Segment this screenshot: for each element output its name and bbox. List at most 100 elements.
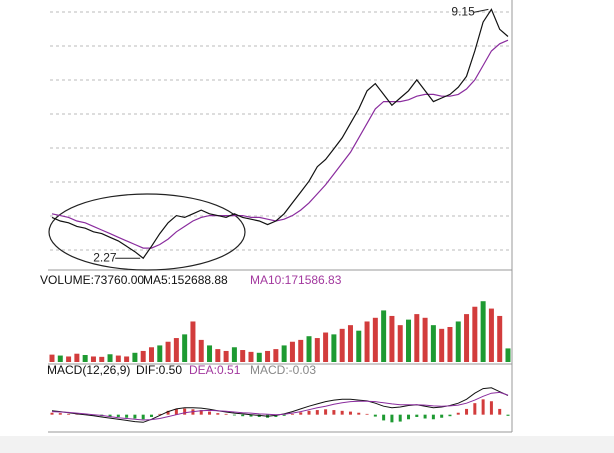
macd-bar [307,410,311,415]
price-grid [50,11,510,251]
volume-bar [347,325,353,362]
macd-bar [50,412,54,415]
macd-bar [299,412,303,415]
volume-bar [497,315,503,362]
volume-bar [248,351,254,362]
macd-bar [174,408,178,415]
macd-bar [348,411,352,415]
volume-bar [455,321,461,362]
macd-bar [290,413,294,415]
volume-bar [339,328,345,362]
volume-bar [182,334,188,362]
macd-bar [431,414,435,420]
volume-bar [165,341,171,362]
volume-bar [488,308,494,362]
volume-bar [215,349,221,362]
dea-line [51,391,509,421]
panel-label: MA5:152688.88 [143,273,228,287]
macd-bar [166,410,170,415]
volume-bar [99,356,105,362]
volume-bar [472,306,478,362]
volume-bar [173,338,179,362]
volume-bar [289,341,295,362]
volume-bar [364,321,370,362]
panel-label: VOLUME:73760.00 [40,273,144,287]
volume-bar [323,332,329,362]
footer [0,436,614,453]
panel-label: MA10:171586.83 [250,273,342,287]
macd-bar [340,410,344,415]
volume-bar [107,354,113,362]
macd-bar [158,413,162,415]
volume-bar [298,339,304,362]
volume-bar [207,345,213,362]
volume-bar [49,354,55,362]
macd-bar [216,413,220,415]
volume-bar [190,321,196,362]
macd-bar [473,403,477,415]
macd-bar [481,399,485,415]
macd-bar [249,414,253,417]
macd-bar [282,414,286,416]
macd-bar [398,414,402,422]
macd-bar [390,414,394,423]
macd-bar [440,414,444,418]
macd-bar [108,414,112,417]
volume-bar [265,350,271,362]
macd-bar [382,414,386,421]
volume-bar [74,353,80,362]
annotation: 9.15 [451,5,475,19]
volume-bar [82,355,88,362]
volume-bar [57,355,63,362]
volume-bar [273,349,279,362]
volume-bar [397,325,403,362]
macd-bar [133,414,137,419]
macd-bar [241,414,245,417]
macd-bar [67,413,71,415]
macd-bar [357,412,361,415]
volume-bar [331,334,337,362]
macd-bar [332,410,336,415]
price-line [51,8,509,260]
macd-bar [199,410,203,415]
macd-bar [489,401,493,415]
moving-average [51,39,509,249]
panel-label: MACD:-0.03 [250,363,316,377]
macd-bar [423,414,427,419]
macd-bar [498,408,502,415]
panel-label: DEA:0.51 [189,363,241,377]
volume-bar [381,310,387,362]
volume-bar [231,347,237,362]
volume-bar [356,330,362,362]
macd-bar [208,411,212,415]
macd-bar [116,414,120,417]
volume-bar [223,350,229,362]
volume-bar [140,350,146,362]
annotation: 2.27 [93,250,117,264]
volume-bar [406,319,412,362]
annotation-arrow [473,8,489,13]
macd-bar [58,413,62,415]
macd-bar [506,414,510,416]
volume-bar [422,317,428,362]
volume-bar [90,356,96,362]
volume-bar [124,356,130,362]
volume-bar [306,336,312,362]
macd-bar [183,408,187,415]
volume-bar [464,314,470,362]
volume-bar [198,339,204,362]
macd-bar [365,413,369,415]
panel-label: DIF:0.50 [136,363,182,377]
macd-bar [149,414,153,417]
volume-bar [314,338,320,362]
volume-bar [439,328,445,362]
volume-bar [281,345,287,362]
volume-bar [505,348,511,362]
volume-bar [115,355,121,362]
macd-bar [456,412,460,415]
volume-bar [389,315,395,362]
panel-label: MACD(12,26,9) [47,363,130,377]
macd-bar [141,414,145,420]
volume-bar [256,352,262,362]
